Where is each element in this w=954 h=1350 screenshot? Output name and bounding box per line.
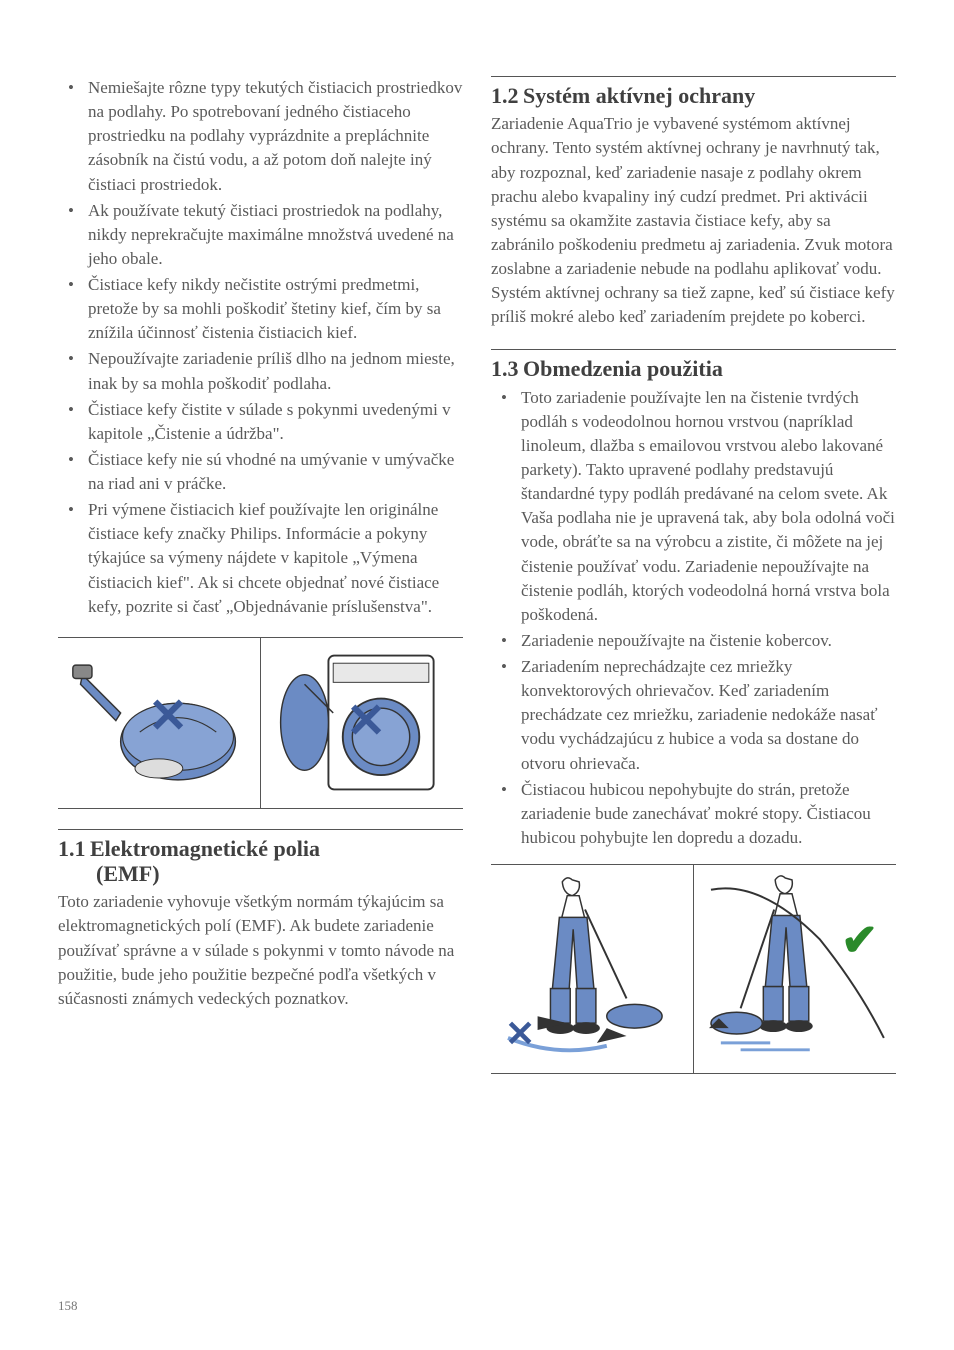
list-item: Čistiace kefy nie sú vhodné na umývanie …: [88, 448, 463, 496]
list-item: Čistiace kefy čistite v súlade s pokynmi…: [88, 398, 463, 446]
bullets-1-3: Toto zariadenie používajte len na čisten…: [491, 386, 896, 850]
intro-bullet-list: Nemiešajte rôzne typy tekutých čistiacic…: [58, 76, 463, 619]
list-item: Čistiace kefy nikdy nečistite ostrými pr…: [88, 273, 463, 345]
page-number: 158: [58, 1298, 78, 1314]
heading-number: 1.2: [491, 83, 523, 108]
cross-icon: ✕: [346, 693, 386, 749]
figure-forward-correct: ✔: [693, 865, 896, 1073]
cross-icon: ✕: [148, 688, 188, 744]
heading-number: 1.1: [58, 836, 90, 861]
list-item: Nemiešajte rôzne typy tekutých čistiacic…: [88, 76, 463, 197]
list-item: Zariadením neprechádzajte cez mriežky ko…: [521, 655, 896, 776]
para-1-1: Toto zariadenie vyhovuje všetkým normám …: [58, 890, 463, 1011]
cross-icon: ✕: [505, 1013, 535, 1055]
list-item: Ak používate tekutý čistiaci prostriedok…: [88, 199, 463, 271]
list-item: Čistiacou hubicou nepohybujte do strán, …: [521, 778, 896, 850]
figure-movement: ✕ ✔: [491, 864, 896, 1074]
figure-row: ✕ ✕: [58, 637, 463, 809]
figure-cleaning-wrong: ✕ ✕: [58, 637, 463, 809]
person-forward-illustration: [699, 870, 891, 1068]
figure-cell-knife: ✕: [58, 638, 260, 808]
heading-1-3: 1.3Obmedzenia použitia: [491, 349, 896, 381]
heading-text: Obmedzenia použitia: [523, 356, 723, 381]
heading-text-line2: (EMF): [58, 861, 463, 886]
left-column: Nemiešajte rôzne typy tekutých čistiacic…: [58, 76, 463, 1074]
figure-cell-washer: ✕: [260, 638, 463, 808]
two-column-layout: Nemiešajte rôzne typy tekutých čistiacic…: [58, 76, 896, 1074]
list-item: Toto zariadenie používajte len na čisten…: [521, 386, 896, 627]
check-icon: ✔: [841, 915, 878, 966]
heading-1-2: 1.2Systém aktívnej ochrany: [491, 76, 896, 108]
list-item: Zariadenie nepoužívajte na čistenie kobe…: [521, 629, 896, 653]
heading-1-1: 1.1Elektromagnetické polia (EMF): [58, 829, 463, 887]
heading-text-line1: Elektromagnetické polia: [90, 836, 320, 861]
para-1-2: Zariadenie AquaTrio je vybavené systémom…: [491, 112, 896, 329]
heading-number: 1.3: [491, 356, 523, 381]
list-item: Pri výmene čistiacich kief používajte le…: [88, 498, 463, 619]
right-column: 1.2Systém aktívnej ochrany Zariadenie Aq…: [491, 76, 896, 1074]
figure-side-wrong: ✕: [491, 865, 693, 1073]
heading-text: Systém aktívnej ochrany: [523, 83, 755, 108]
list-item: Nepoužívajte zariadenie príliš dlho na j…: [88, 347, 463, 395]
